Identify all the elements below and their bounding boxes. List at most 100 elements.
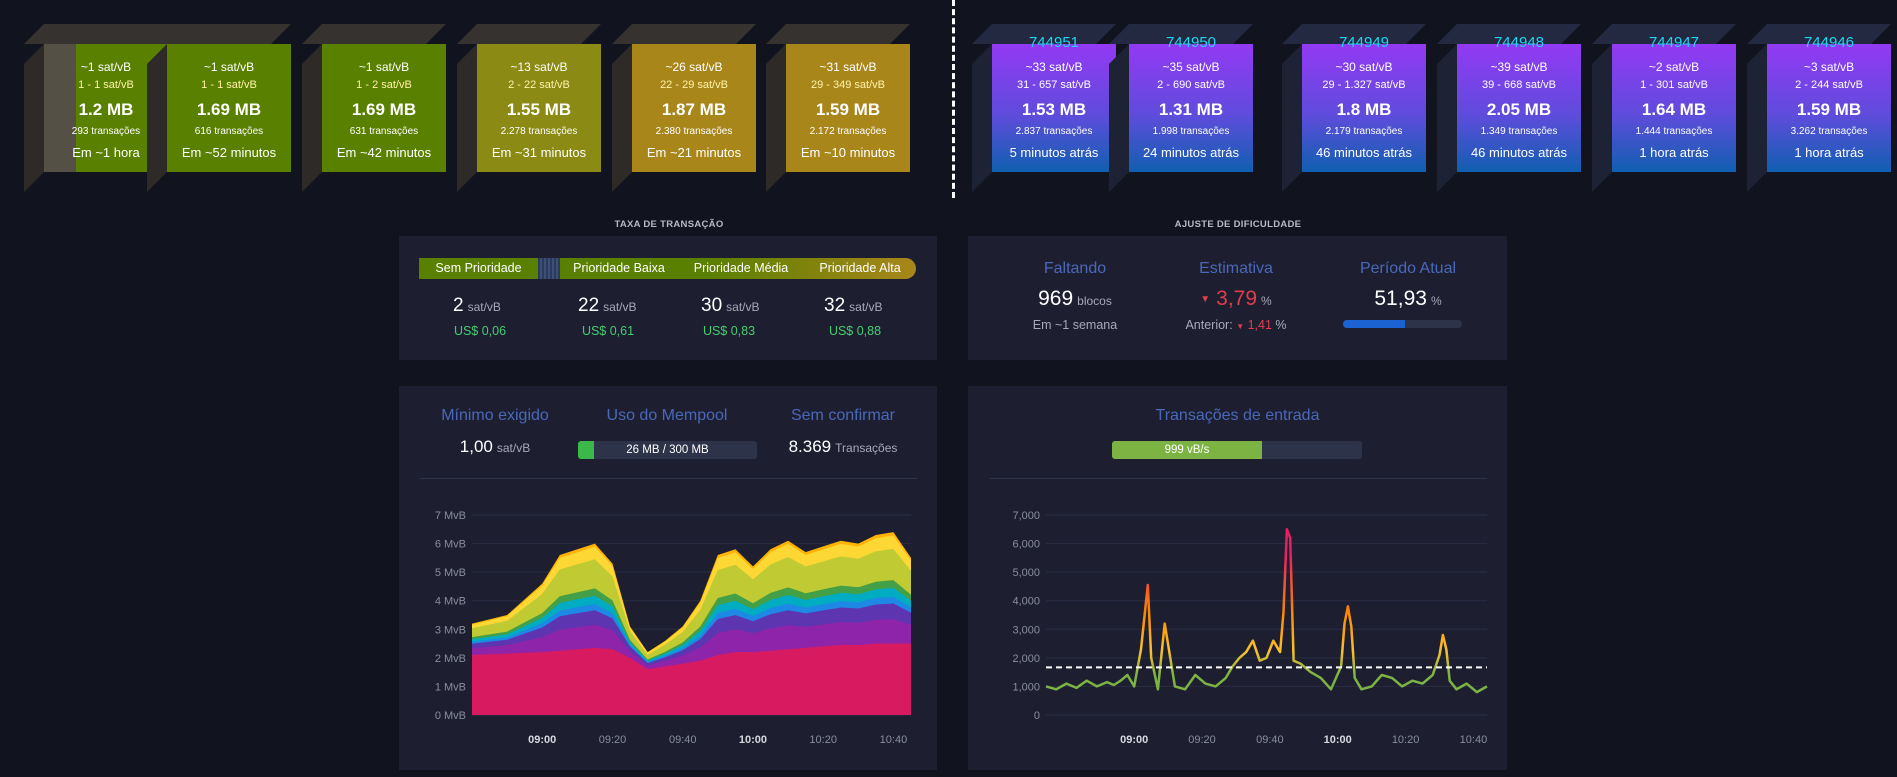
- block-face[interactable]: ~13 sat/vB 2 - 22 sat/vB 1.55 MB 2.278 tran…: [477, 44, 601, 172]
- min-fee-value: 1,00 sat/vB: [420, 437, 570, 457]
- mined-block[interactable]: ~30 sat/vB 29 - 1.327 sat/vB 1.8 MB 2.179 t…: [1282, 24, 1426, 192]
- y-tick-label: 4 MvB: [435, 596, 466, 608]
- block-size: 1.87 MB: [661, 100, 727, 119]
- block-height-link[interactable]: 744948: [1493, 34, 1545, 51]
- x-tick-label: 09:00: [528, 734, 556, 746]
- y-tick-label: 5 MvB: [435, 567, 466, 579]
- block-size: 1.69 MB: [196, 100, 262, 119]
- block-fee: ~39 sat/vB: [1490, 60, 1548, 74]
- block-fee: ~33 sat/vB: [1025, 60, 1083, 74]
- block-face[interactable]: ~26 sat/vB 22 - 29 sat/vB 1.87 MB 2.380 tra…: [632, 44, 756, 172]
- x-tick-label: 10:00: [739, 734, 767, 746]
- fee-fiat: US$ 0,06: [453, 324, 507, 338]
- block-fee: ~1 sat/vB: [203, 60, 255, 74]
- block-time: Em ~10 minutos: [800, 145, 896, 160]
- block-size: 1.55 MB: [506, 100, 572, 119]
- incoming-rate-text: 999 vB/s: [1164, 444, 1210, 456]
- block-height-link[interactable]: 744947: [1648, 34, 1700, 51]
- block-fee: ~2 sat/vB: [1648, 60, 1700, 74]
- period-value: 51,93%: [1333, 287, 1483, 311]
- block-side: [1109, 44, 1129, 192]
- block-size: 2.05 MB: [1486, 100, 1552, 119]
- projected-block[interactable]: ~31 sat/vB 29 - 349 sat/vB 1.59 MB 2.172 tr…: [766, 24, 910, 192]
- period-unit: %: [1430, 294, 1442, 308]
- tab-no-priority[interactable]: Sem Prioridade: [435, 261, 522, 275]
- tab-high-priority[interactable]: Prioridade Alta: [819, 261, 901, 275]
- fee-fiat: US$ 0,83: [702, 324, 756, 338]
- projected-block[interactable]: ~1 sat/vB 1 - 1 sat/vB 1.69 MB 616 transaçõ…: [147, 24, 291, 192]
- block-tx-count: 631 transações: [349, 126, 419, 137]
- fee-low-priority: 22 sat/vB: [578, 295, 637, 317]
- fee-unit: sat/vB: [467, 300, 501, 314]
- separator: [420, 478, 917, 479]
- block-face[interactable]: ~30 sat/vB 29 - 1.327 sat/vB 1.8 MB 2.179 t…: [1302, 44, 1426, 172]
- mempool-usage-label: Uso do Mempool: [606, 407, 728, 424]
- block-size: 1.2 MB: [78, 100, 134, 119]
- block-size: 1.31 MB: [1158, 100, 1224, 119]
- incoming-graph[interactable]: 0 1,000 2,000 3,000 4,000 5,000 6,000 7,000 09:0…: [968, 490, 1507, 770]
- mined-block[interactable]: ~3 sat/vB 2 - 244 sat/vB 1.59 MB 3.262 tran…: [1747, 24, 1891, 192]
- block-top: [766, 24, 910, 44]
- y-tick-label: 0: [1034, 710, 1040, 722]
- incoming-rate-bar: 999 vB/s: [1112, 441, 1362, 459]
- x-tick-label: 10:40: [880, 734, 908, 746]
- mined-block[interactable]: ~39 sat/vB 39 - 668 sat/vB 2.05 MB 1.349 tr…: [1437, 24, 1581, 192]
- y-tick-label: 4,000: [1012, 596, 1040, 608]
- block-size: 1.53 MB: [1021, 100, 1087, 119]
- block-side: [302, 44, 322, 192]
- block-height-link[interactable]: 744951: [1028, 34, 1080, 51]
- previous-unit: %: [1275, 318, 1287, 332]
- mempool-blockchain-divider: [952, 0, 955, 198]
- fee-high-priority: 32 sat/vB: [824, 295, 883, 317]
- difficulty-title: AJUSTE DE DIFICULDADE: [1174, 219, 1302, 230]
- previous-estimate: Anterior: ▼ 1,41 %: [1161, 318, 1311, 332]
- projected-block[interactable]: ~13 sat/vB 2 - 22 sat/vB 1.55 MB 2.278 tran…: [457, 24, 601, 192]
- mined-block[interactable]: ~33 sat/vB 31 - 657 sat/vB 1.53 MB 2.837 tr…: [972, 24, 1116, 192]
- block-side: [972, 44, 992, 192]
- block-time: 46 minutos atrás: [1470, 145, 1568, 160]
- unconfirmed-number: 8.369: [788, 437, 832, 456]
- block-time: 1 hora atrás: [1639, 145, 1709, 160]
- remaining-unit: blocos: [1077, 294, 1112, 308]
- fee-value: 32: [824, 295, 846, 316]
- block-time: Em ~31 minutos: [491, 145, 587, 160]
- projected-block[interactable]: ~26 sat/vB 22 - 29 sat/vB 1.87 MB 2.380 tra…: [612, 24, 756, 192]
- block-face[interactable]: ~1 sat/vB 1 - 1 sat/vB 1.69 MB 616 transaçõ…: [167, 44, 291, 172]
- previous-value: 1,41: [1247, 318, 1272, 332]
- block-face[interactable]: ~1 sat/vB 1 - 2 sat/vB 1.69 MB 631 transaçõ…: [322, 44, 446, 172]
- block-side: [1747, 44, 1767, 192]
- block-face[interactable]: ~31 sat/vB 29 - 349 sat/vB 1.59 MB 2.172 tr…: [786, 44, 910, 172]
- x-tick-label: 09:40: [1256, 734, 1284, 746]
- block-face[interactable]: ~2 sat/vB 1 - 301 sat/vB 1.64 MB 1.444 tran…: [1612, 44, 1736, 172]
- block-time: Em ~42 minutos: [336, 145, 432, 160]
- min-fee-label: Mínimo exigido: [441, 407, 549, 424]
- mined-block[interactable]: ~2 sat/vB 1 - 301 sat/vB 1.64 MB 1.444 tran…: [1592, 24, 1736, 192]
- min-fee-number: 1,00: [459, 437, 493, 456]
- block-fee-range: 22 - 29 sat/vB: [660, 79, 728, 91]
- block-fee: ~35 sat/vB: [1162, 60, 1220, 74]
- mempool-fee-layer: [472, 643, 911, 715]
- y-tick-label: 3 MvB: [435, 624, 466, 636]
- block-height-link[interactable]: 744950: [1165, 34, 1217, 51]
- block-face[interactable]: ~3 sat/vB 2 - 244 sat/vB 1.59 MB 3.262 tran…: [1767, 44, 1891, 172]
- block-height-link[interactable]: 744946: [1803, 34, 1855, 51]
- tab-low-priority[interactable]: Prioridade Baixa: [573, 261, 665, 275]
- estimate-unit: %: [1261, 294, 1272, 308]
- block-face[interactable]: ~35 sat/vB 2 - 690 sat/vB 1.31 MB 1.998 tra…: [1129, 44, 1253, 172]
- block-face[interactable]: ~33 sat/vB 31 - 657 sat/vB 1.53 MB 2.837 tr…: [992, 44, 1116, 172]
- block-size: 1.8 MB: [1336, 100, 1392, 119]
- block-face[interactable]: ~39 sat/vB 39 - 668 sat/vB 2.05 MB 1.349 tr…: [1457, 44, 1581, 172]
- projected-block[interactable]: ~1 sat/vB 1 - 2 sat/vB 1.69 MB 631 transaçõ…: [302, 24, 446, 192]
- fee-unit: sat/vB: [849, 300, 883, 314]
- x-tick-label: 10:40: [1460, 734, 1488, 746]
- block-fee-range: 1 - 301 sat/vB: [1640, 79, 1708, 91]
- block-tx-count: 293 transações: [71, 126, 141, 137]
- block-height-link[interactable]: 744949: [1338, 34, 1390, 51]
- tab-medium-priority[interactable]: Prioridade Média: [693, 261, 789, 275]
- block-tx-count: 1.349 transações: [1480, 126, 1558, 137]
- unconfirmed-value: 8.369 Transações: [768, 437, 918, 457]
- y-tick-label: 7,000: [1012, 510, 1040, 522]
- mempool-graph[interactable]: 0 MvB 1 MvB 2 MvB 3 MvB 4 MvB 5 MvB 6 MvB 7 MvB…: [399, 490, 937, 770]
- block-side: [1282, 44, 1302, 192]
- mined-block[interactable]: ~35 sat/vB 2 - 690 sat/vB 1.31 MB 1.998 tra…: [1109, 24, 1253, 192]
